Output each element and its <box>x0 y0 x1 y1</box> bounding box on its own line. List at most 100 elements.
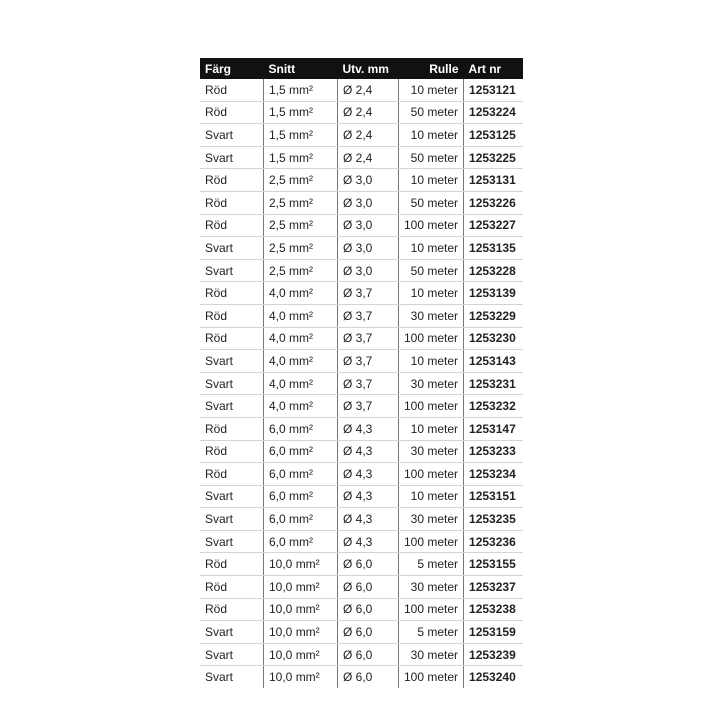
cell-article-number: 1253135 <box>463 236 524 260</box>
cell-outer-diameter: Ø 3,0 <box>337 236 399 260</box>
cell-color: Svart <box>200 349 264 373</box>
cell-article-number: 1253139 <box>463 281 524 305</box>
cell-outer-diameter: Ø 2,4 <box>337 123 399 147</box>
cell-cross-section: 2,5 mm² <box>263 191 338 215</box>
cell-outer-diameter: Ø 2,4 <box>337 79 399 102</box>
table-row: Svart 6,0 mm² Ø 4,3 30 meter 1253235 <box>200 507 524 531</box>
cell-color: Svart <box>200 643 264 667</box>
cell-outer-diameter: Ø 2,4 <box>337 101 399 125</box>
cell-roll-length: 100 meter <box>397 462 464 486</box>
product-table: Färg Snitt Utv. mm Rulle Art nr Röd 1,5 mm² Ø … <box>200 58 524 689</box>
cell-article-number: 1253232 <box>463 394 524 418</box>
table-row: Svart 6,0 mm² Ø 4,3 100 meter 1253236 <box>200 530 524 554</box>
cell-article-number: 1253224 <box>463 101 524 125</box>
table-row: Röd 1,5 mm² Ø 2,4 50 meter 1253224 <box>200 101 524 125</box>
cell-color: Röd <box>200 281 264 305</box>
cell-cross-section: 6,0 mm² <box>263 417 338 441</box>
cell-color: Röd <box>200 417 264 441</box>
cell-article-number: 1253231 <box>463 372 524 396</box>
cell-roll-length: 10 meter <box>397 168 464 192</box>
cell-cross-section: 4,0 mm² <box>263 304 338 328</box>
table-row: Svart 2,5 mm² Ø 3,0 10 meter 1253135 <box>200 236 524 260</box>
cell-roll-length: 10 meter <box>397 417 464 441</box>
cell-roll-length: 50 meter <box>397 101 464 125</box>
cell-article-number: 1253125 <box>463 123 524 147</box>
cell-roll-length: 10 meter <box>397 349 464 373</box>
cell-article-number: 1253151 <box>463 485 524 509</box>
cell-color: Röd <box>200 191 264 215</box>
cell-article-number: 1253226 <box>463 191 524 215</box>
cell-cross-section: 4,0 mm² <box>263 349 338 373</box>
cell-color: Svart <box>200 372 264 396</box>
cell-roll-length: 30 meter <box>397 304 464 328</box>
cell-outer-diameter: Ø 3,7 <box>337 281 399 305</box>
cell-article-number: 1253240 <box>463 665 524 689</box>
cell-outer-diameter: Ø 2,4 <box>337 146 399 170</box>
table-row: Röd 10,0 mm² Ø 6,0 30 meter 1253237 <box>200 575 524 599</box>
cell-color: Svart <box>200 146 264 170</box>
table-row: Röd 2,5 mm² Ø 3,0 50 meter 1253226 <box>200 191 524 215</box>
cell-color: Svart <box>200 485 264 509</box>
cell-roll-length: 50 meter <box>397 146 464 170</box>
cell-article-number: 1253239 <box>463 643 524 667</box>
cell-cross-section: 2,5 mm² <box>263 236 338 260</box>
table-row: Röd 6,0 mm² Ø 4,3 10 meter 1253147 <box>200 417 524 441</box>
cell-cross-section: 6,0 mm² <box>263 485 338 509</box>
cell-article-number: 1253228 <box>463 259 524 283</box>
cell-outer-diameter: Ø 3,0 <box>337 259 399 283</box>
table-row: Röd 4,0 mm² Ø 3,7 100 meter 1253230 <box>200 327 524 351</box>
cell-cross-section: 6,0 mm² <box>263 440 338 464</box>
cell-cross-section: 1,5 mm² <box>263 79 338 102</box>
cell-color: Röd <box>200 214 264 238</box>
header-color: Färg <box>200 58 264 79</box>
cell-color: Röd <box>200 552 264 577</box>
cell-color: Svart <box>200 259 264 283</box>
cell-article-number: 1253235 <box>463 507 524 531</box>
cell-article-number: 1253131 <box>463 168 524 192</box>
cell-outer-diameter: Ø 3,0 <box>337 168 399 192</box>
cell-color: Svart <box>200 123 264 147</box>
cell-article-number: 1253236 <box>463 530 524 554</box>
cell-roll-length: 10 meter <box>397 485 464 509</box>
cell-roll-length: 100 meter <box>397 665 464 689</box>
cell-roll-length: 30 meter <box>397 507 464 531</box>
cell-cross-section: 10,0 mm² <box>263 575 338 599</box>
cell-color: Svart <box>200 530 264 554</box>
cell-article-number: 1253229 <box>463 304 524 328</box>
table-row: Svart 10,0 mm² Ø 6,0 100 meter 1253240 <box>200 665 524 689</box>
cell-roll-length: 30 meter <box>397 575 464 599</box>
cell-outer-diameter: Ø 6,0 <box>337 552 399 577</box>
cell-roll-length: 10 meter <box>397 79 464 102</box>
cell-outer-diameter: Ø 3,0 <box>337 214 399 238</box>
cell-cross-section: 10,0 mm² <box>263 552 338 577</box>
cell-cross-section: 10,0 mm² <box>263 643 338 667</box>
cell-roll-length: 10 meter <box>397 236 464 260</box>
cell-article-number: 1253159 <box>463 620 524 644</box>
table-row: Röd 10,0 mm² Ø 6,0 100 meter 1253238 <box>200 598 524 622</box>
table-row: Svart 4,0 mm² Ø 3,7 30 meter 1253231 <box>200 372 524 396</box>
cell-roll-length: 5 meter <box>397 552 464 577</box>
cell-article-number: 1253121 <box>463 79 524 102</box>
header-article-number: Art nr <box>463 58 524 79</box>
cell-cross-section: 10,0 mm² <box>263 620 338 644</box>
table-row: Röd 4,0 mm² Ø 3,7 10 meter 1253139 <box>200 281 524 305</box>
cell-color: Röd <box>200 101 264 125</box>
cell-color: Röd <box>200 79 264 102</box>
cell-article-number: 1253225 <box>463 146 524 170</box>
cell-roll-length: 100 meter <box>397 394 464 418</box>
cell-outer-diameter: Ø 4,3 <box>337 462 399 486</box>
table-row: Svart 6,0 mm² Ø 4,3 10 meter 1253151 <box>200 485 524 509</box>
table-row: Röd 2,5 mm² Ø 3,0 100 meter 1253227 <box>200 214 524 238</box>
cell-article-number: 1253143 <box>463 349 524 373</box>
header-outer-diameter: Utv. mm <box>337 58 399 79</box>
cell-roll-length: 50 meter <box>397 259 464 283</box>
cell-cross-section: 2,5 mm² <box>263 259 338 283</box>
cell-article-number: 1253227 <box>463 214 524 238</box>
cell-article-number: 1253233 <box>463 440 524 464</box>
table-header: Färg Snitt Utv. mm Rulle Art nr <box>200 58 524 79</box>
cell-roll-length: 100 meter <box>397 530 464 554</box>
cell-outer-diameter: Ø 3,0 <box>337 191 399 215</box>
cell-color: Svart <box>200 620 264 644</box>
table-row: Röd 6,0 mm² Ø 4,3 30 meter 1253233 <box>200 440 524 464</box>
cell-outer-diameter: Ø 3,7 <box>337 349 399 373</box>
